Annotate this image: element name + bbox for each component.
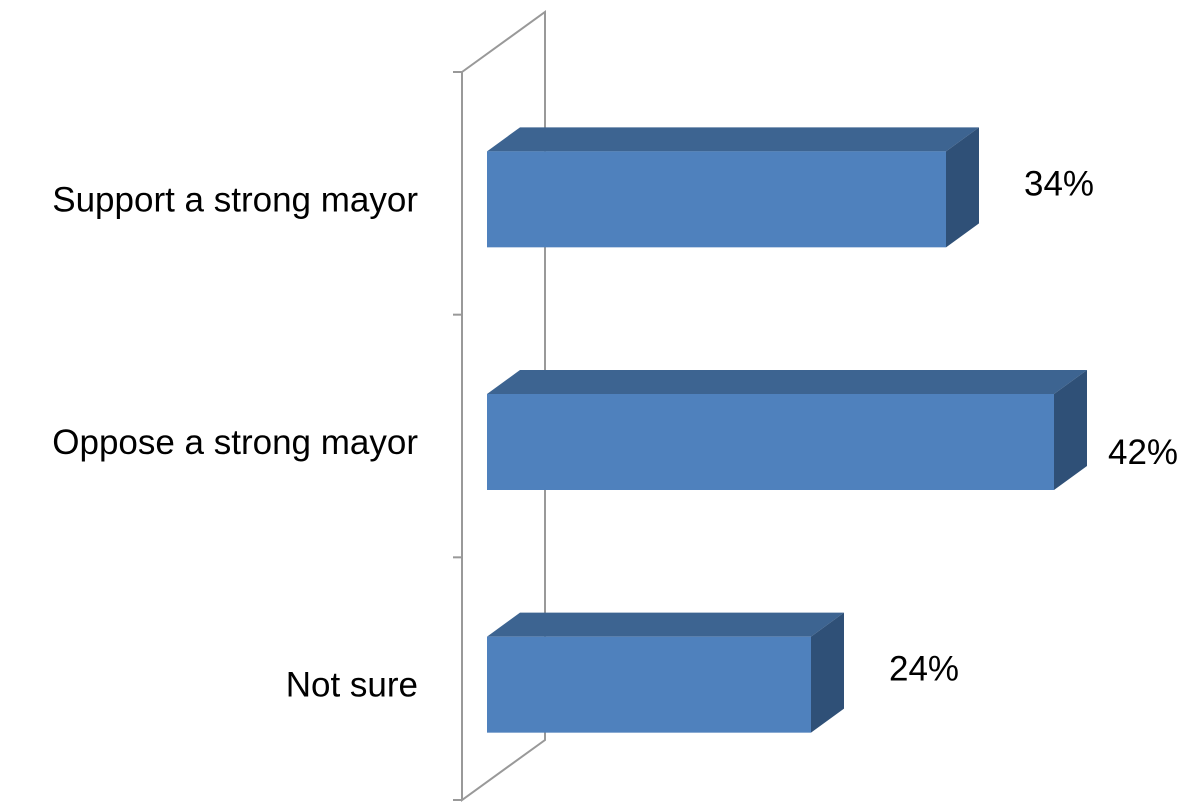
data-label: 42% [1108, 433, 1178, 472]
axis [453, 10, 546, 802]
bar-side-face [811, 612, 844, 733]
bar-front-face [487, 394, 1054, 490]
bar-front-face [487, 636, 811, 733]
bar-top-face [487, 370, 1087, 394]
bar [487, 370, 1087, 490]
category-label: Not sure [286, 666, 418, 705]
bar-front-face [487, 151, 946, 248]
labels: Support a strong mayor 34% Oppose a strong… [52, 164, 1178, 704]
bar-top-face [487, 612, 844, 637]
bar-top-face [487, 127, 979, 152]
data-label: 24% [889, 650, 959, 689]
data-label: 34% [1024, 164, 1094, 203]
bar-side-face [946, 127, 979, 248]
bar [487, 127, 979, 248]
category-label: Oppose a strong mayor [52, 423, 418, 462]
category-label: Support a strong mayor [52, 180, 418, 219]
bars [487, 127, 1087, 733]
bar-side-face [1054, 370, 1087, 490]
bar [487, 612, 844, 733]
